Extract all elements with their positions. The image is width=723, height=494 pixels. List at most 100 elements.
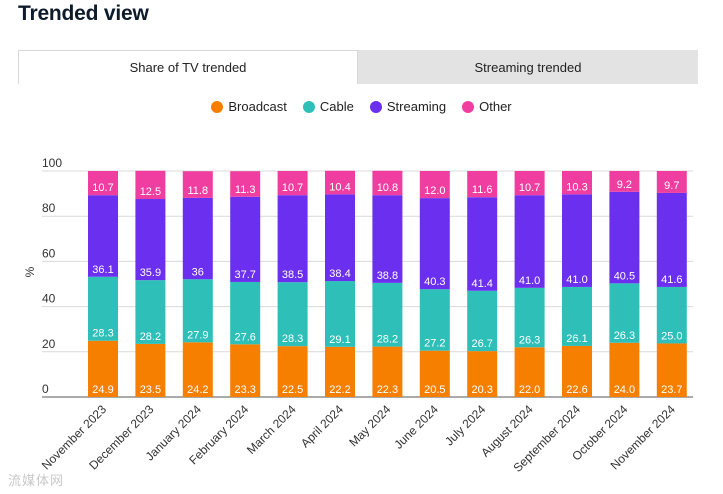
bar-cable — [277, 282, 308, 347]
data-label-cable: 26.7 — [471, 338, 492, 350]
data-label-broadcast: 22.5 — [282, 384, 303, 396]
data-label-cable: 27.2 — [424, 338, 445, 350]
data-label-broadcast: 24.2 — [187, 384, 208, 396]
bar-other — [277, 171, 308, 196]
bar-broadcast — [325, 346, 355, 397]
data-label-streaming: 40.5 — [614, 270, 635, 282]
y-tick-label: 40 — [42, 292, 56, 306]
bar-other — [372, 170, 403, 196]
data-label-broadcast: 23.7 — [661, 384, 682, 396]
bar-streaming — [230, 196, 261, 282]
bar-broadcast — [562, 345, 592, 397]
data-label-streaming: 41.6 — [661, 274, 682, 286]
bar-broadcast — [514, 347, 545, 397]
data-label-other: 10.7 — [519, 182, 540, 194]
data-label-broadcast: 22.3 — [377, 384, 398, 396]
bar-streaming — [325, 194, 355, 282]
bar-broadcast — [88, 340, 118, 397]
legend-label-streaming: Streaming — [386, 99, 447, 114]
watermark-text: 流媒体网 — [8, 473, 65, 488]
data-label-streaming: 36.1 — [92, 264, 113, 276]
y-axis-label: % — [23, 266, 37, 277]
bar-broadcast — [656, 343, 687, 397]
bar-streaming — [609, 191, 640, 284]
bar-other — [562, 171, 592, 195]
data-label-cable: 26.3 — [519, 334, 540, 346]
x-tick-label: June 2024 — [391, 402, 441, 452]
data-label-streaming: 40.3 — [424, 276, 445, 288]
bar-other — [467, 171, 498, 198]
data-label-other: 9.7 — [664, 180, 679, 192]
data-label-streaming: 38.5 — [282, 269, 303, 281]
data-label-other: 10.7 — [92, 182, 113, 194]
data-label-broadcast: 23.5 — [140, 384, 161, 396]
bar-broadcast — [609, 342, 640, 397]
tab-streaming-trended[interactable]: Streaming trended — [358, 50, 698, 84]
bar-cable — [88, 276, 118, 341]
bar-cable — [656, 286, 687, 344]
bar-broadcast — [467, 351, 498, 397]
legend-item-broadcast[interactable]: Broadcast — [211, 99, 287, 114]
data-label-broadcast: 22.6 — [566, 384, 587, 396]
data-label-streaming: 41.0 — [519, 275, 540, 287]
data-label-streaming: 38.4 — [329, 268, 350, 280]
data-label-broadcast: 20.3 — [471, 384, 492, 396]
page-title: Trended view — [18, 2, 149, 25]
data-label-streaming: 36 — [192, 266, 204, 278]
data-label-streaming: 41.4 — [471, 278, 492, 290]
data-label-cable: 28.3 — [92, 328, 113, 340]
data-label-streaming: 37.7 — [234, 269, 255, 281]
bar-streaming — [277, 195, 308, 283]
data-label-streaming: 41.0 — [566, 274, 587, 286]
data-label-cable: 25.0 — [661, 330, 682, 342]
data-label-broadcast: 24.0 — [614, 384, 635, 396]
data-label-other: 11.6 — [472, 184, 493, 196]
data-label-other: 12.5 — [140, 186, 161, 198]
bar-other — [656, 171, 687, 193]
legend-label-broadcast: Broadcast — [228, 99, 287, 114]
y-tick-label: 20 — [42, 337, 56, 351]
data-label-cable: 28.2 — [140, 331, 161, 343]
bar-cable — [609, 283, 640, 343]
bar-cable — [562, 286, 592, 346]
data-label-other: 10.4 — [329, 181, 350, 193]
bar-cable — [514, 287, 545, 348]
data-label-broadcast: 22.0 — [519, 384, 540, 396]
data-label-other: 11.3 — [235, 184, 256, 196]
legend-swatch-cable — [302, 100, 315, 113]
data-label-streaming: 38.8 — [377, 270, 398, 282]
data-label-other: 10.8 — [377, 182, 398, 194]
bar-broadcast — [230, 344, 261, 397]
data-label-broadcast: 20.5 — [424, 384, 445, 396]
legend-swatch-other — [462, 100, 475, 113]
bar-streaming — [182, 197, 213, 280]
bar-broadcast — [372, 346, 403, 397]
bar-cable — [467, 290, 498, 352]
x-tick-label: April 2024 — [298, 402, 346, 450]
x-tick-label: March 2024 — [244, 402, 299, 457]
data-label-other: 10.3 — [566, 181, 587, 193]
bar-streaming — [135, 199, 166, 281]
bar-streaming — [372, 195, 403, 283]
bar-streaming — [514, 195, 545, 288]
legend-item-streaming[interactable]: Streaming — [369, 99, 447, 114]
legend-item-cable[interactable]: Cable — [302, 99, 354, 114]
bar-cable — [372, 282, 403, 347]
y-tick-label: 80 — [42, 201, 56, 215]
bar-broadcast — [135, 343, 166, 397]
data-label-other: 9.2 — [617, 179, 632, 191]
bar-cable — [135, 280, 166, 344]
legend-item-other[interactable]: Other — [462, 99, 512, 114]
legend-label-other: Other — [479, 99, 512, 114]
bar-streaming — [88, 195, 118, 277]
bar-other — [514, 171, 545, 196]
data-label-cable: 26.1 — [566, 333, 587, 345]
data-label-streaming: 35.9 — [140, 267, 161, 279]
data-label-other: 11.8 — [188, 185, 209, 197]
bar-cable — [419, 289, 450, 351]
tab-share-of-tv-trended[interactable]: Share of TV trended — [18, 50, 358, 84]
legend-label-cable: Cable — [319, 99, 354, 114]
data-label-broadcast: 24.9 — [92, 384, 113, 396]
x-tick-label: July 2024 — [442, 402, 488, 448]
